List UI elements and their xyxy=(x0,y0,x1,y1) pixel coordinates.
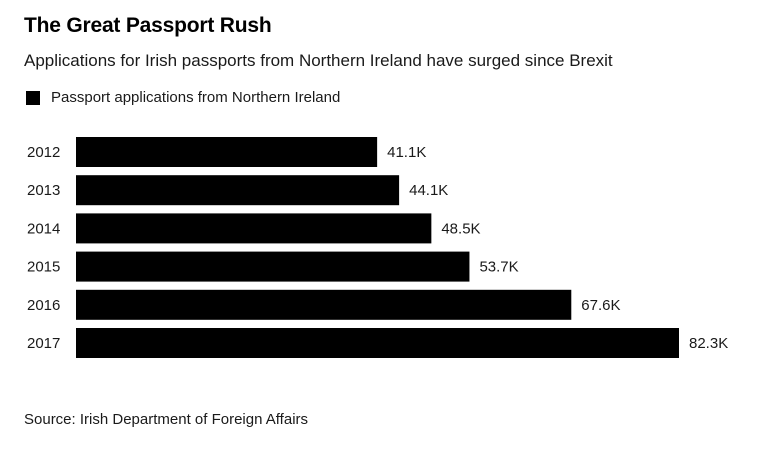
data-label: 82.3K xyxy=(689,335,728,352)
category-label: 2017 xyxy=(27,335,60,352)
source-note: Source: Irish Department of Foreign Affa… xyxy=(24,411,309,428)
chart-subtitle: Applications for Irish passports from No… xyxy=(24,51,613,70)
bar-2014 xyxy=(76,213,432,244)
category-label: 2013 xyxy=(27,182,60,199)
category-label: 2014 xyxy=(27,220,60,237)
legend: Passport applications from Northern Irel… xyxy=(26,89,340,106)
category-label: 2012 xyxy=(27,144,60,161)
data-label: 41.1K xyxy=(387,144,426,161)
data-label: 48.5K xyxy=(441,220,480,237)
data-label: 53.7K xyxy=(479,259,518,276)
bar-2015 xyxy=(76,251,470,282)
bar-2016 xyxy=(76,289,572,320)
legend-label: Passport applications from Northern Irel… xyxy=(51,89,341,106)
chart-title: The Great Passport Rush xyxy=(24,14,272,37)
category-label: 2016 xyxy=(27,297,60,314)
bar-2013 xyxy=(76,175,400,206)
legend-swatch xyxy=(26,90,40,105)
bar-2012 xyxy=(76,137,378,167)
category-label: 2015 xyxy=(27,259,60,276)
data-label: 67.6K xyxy=(581,297,620,314)
data-label: 44.1K xyxy=(409,182,448,199)
bar-2017 xyxy=(76,328,679,358)
